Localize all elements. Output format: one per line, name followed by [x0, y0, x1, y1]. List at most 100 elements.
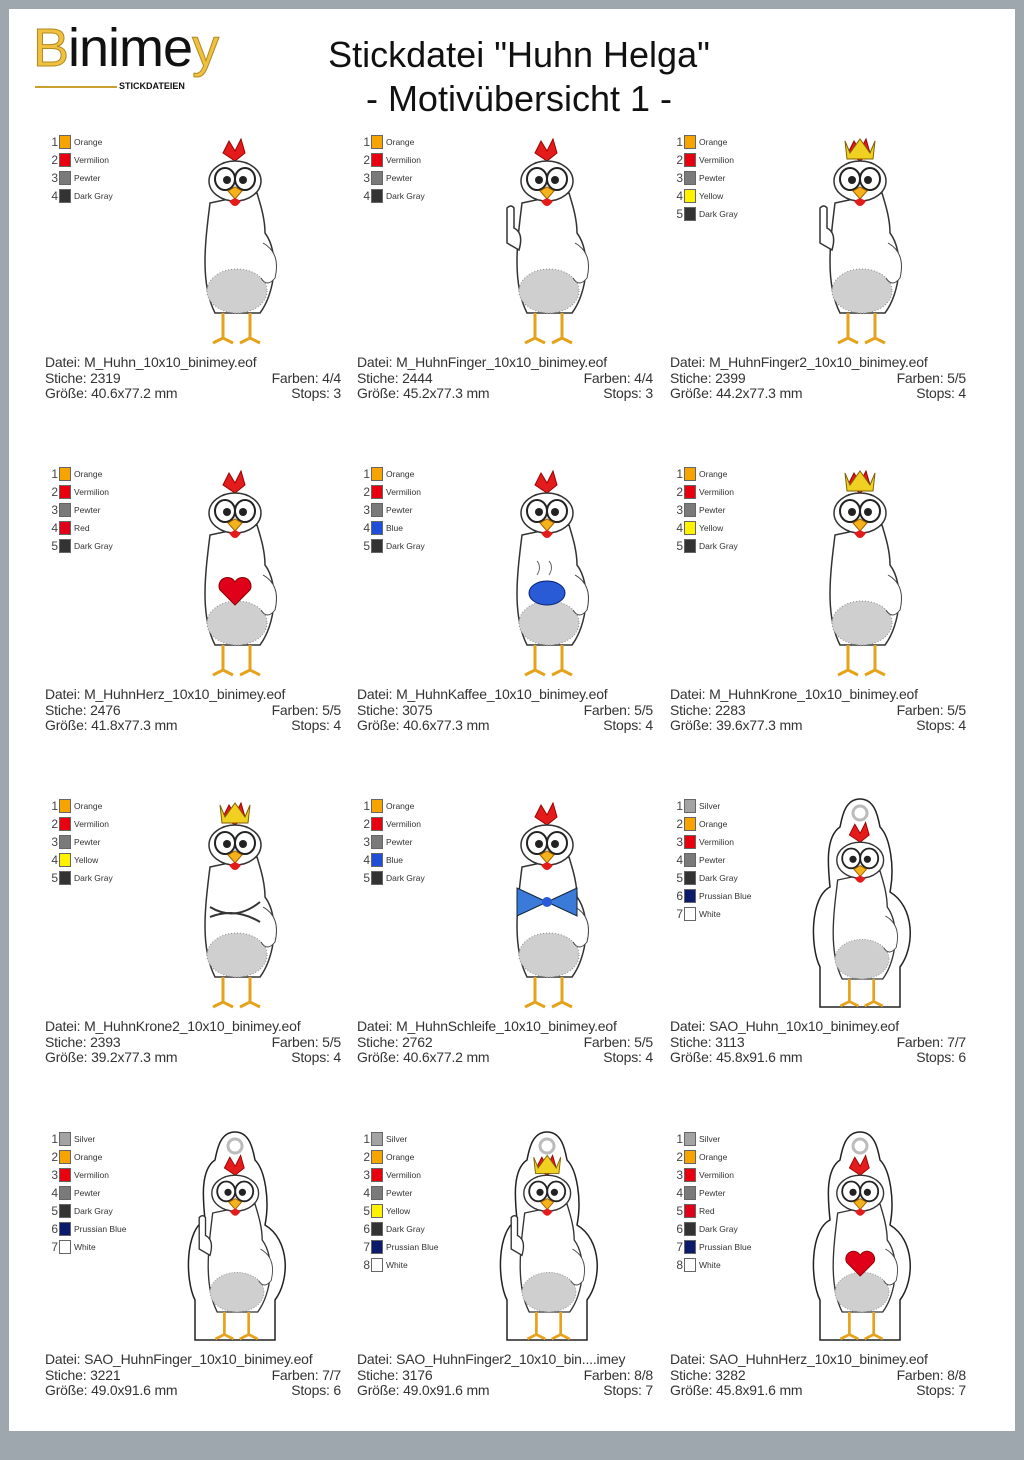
thread-color-legend: 1 Silver 2 Orange 3 Vermilion 4 Pewter 5 Yellow 6 D… — [361, 1130, 438, 1274]
thread-number: 4 — [676, 853, 683, 867]
thread-color-name: Vermilion — [386, 819, 421, 829]
file-name: M_HuhnHerz_10x10_binimey.eof — [84, 686, 286, 702]
design-info: Datei: M_HuhnKrone_10x10_binimey.eof Sti… — [670, 686, 966, 734]
thread-color-legend: 1 Silver 2 Orange 3 Vermilion 4 Pewter 5 Red 6 Dark… — [674, 1130, 751, 1274]
color-swatch — [371, 817, 383, 831]
thread-number: 4 — [676, 521, 683, 535]
thread-number: 2 — [363, 1150, 370, 1164]
colors-label: Farben: — [583, 369, 635, 386]
thread-color-legend: 1 Orange 2 Vermilion 3 Pewter 4 Red 5 Dark Gray — [49, 465, 113, 555]
thread-color-item: 4 Blue — [361, 519, 425, 537]
thread-color-name: Orange — [386, 1152, 415, 1162]
thread-color-item: 4 Blue — [361, 851, 425, 869]
thread-color-legend: 1 Orange 2 Vermilion 3 Pewter 4 Yellow 5 Dark Gra… — [49, 797, 113, 887]
size-label: Größe: — [45, 1049, 92, 1065]
stops-label: Stops: — [291, 385, 334, 401]
thread-color-item: 3 Pewter — [674, 169, 738, 187]
thread-color-item: 3 Vermilion — [674, 1166, 751, 1184]
thread-number: 5 — [676, 871, 683, 885]
thread-color-name: Pewter — [699, 1188, 726, 1198]
thread-number: 5 — [676, 539, 683, 553]
thread-color-name: Silver — [699, 1134, 721, 1144]
colors-value: 5/5 — [947, 369, 966, 386]
color-swatch — [371, 171, 383, 185]
thread-color-item: 4 Yellow — [674, 519, 738, 537]
chicken-embroidery-image — [790, 465, 930, 680]
chicken-embroidery-image — [477, 1130, 617, 1345]
thread-color-item: 5 Dark Gray — [674, 869, 751, 887]
color-swatch — [684, 485, 696, 499]
color-swatch — [684, 1240, 696, 1254]
file-name: SAO_HuhnFinger2_10x10_bin....imey — [396, 1351, 626, 1367]
thread-color-item: 2 Vermilion — [674, 151, 738, 169]
stitches-label: Stiche: — [670, 701, 716, 718]
thread-number: 6 — [676, 1222, 683, 1236]
color-swatch — [684, 1258, 696, 1272]
thread-color-name: Vermilion — [74, 155, 109, 165]
thread-number: 4 — [676, 1186, 683, 1200]
color-swatch — [371, 1222, 383, 1236]
thread-color-item: 5 Dark Gray — [361, 869, 425, 887]
thread-color-item: 3 Pewter — [361, 169, 425, 187]
color-swatch — [59, 1204, 71, 1218]
thread-color-name: Dark Gray — [699, 1224, 738, 1234]
stitches-label: Stiche: — [357, 369, 403, 386]
thread-color-name: Dark Gray — [699, 209, 738, 219]
thread-color-name: Yellow — [386, 1206, 411, 1216]
color-swatch — [371, 835, 383, 849]
color-swatch — [59, 467, 71, 481]
stops-value: 4 — [645, 1049, 653, 1065]
thread-number: 4 — [363, 1186, 370, 1200]
thread-number: 3 — [51, 835, 58, 849]
colors-label: Farben: — [271, 369, 323, 386]
stops-label: Stops: — [603, 1049, 646, 1065]
size-value: 45.2x77.3 mm — [403, 385, 490, 401]
thread-number: 4 — [51, 853, 58, 867]
thread-color-name: Pewter — [699, 173, 726, 183]
thread-color-item: 6 Dark Gray — [674, 1220, 751, 1238]
file-name: SAO_Huhn_10x10_binimey.eof — [709, 1018, 899, 1034]
thread-number: 5 — [676, 1204, 683, 1218]
color-swatch — [684, 835, 696, 849]
thread-color-item: 8 White — [361, 1256, 438, 1274]
chicken-embroidery-image — [477, 465, 617, 680]
size-label: Größe: — [670, 1382, 717, 1398]
size-label: Größe: — [357, 385, 404, 401]
stitches-value: 3282 — [715, 1366, 746, 1383]
stops-label: Stops: — [916, 1049, 959, 1065]
color-swatch — [371, 1186, 383, 1200]
color-swatch — [59, 171, 71, 185]
color-swatch — [59, 153, 71, 167]
stitches-value: 3221 — [90, 1366, 121, 1383]
thread-color-name: Silver — [74, 1134, 96, 1144]
thread-color-legend: 1 Silver 2 Orange 3 Vermilion 4 Pewter 5 Dark Gra… — [49, 1130, 126, 1256]
thread-color-item: 1 Orange — [361, 797, 425, 815]
color-swatch — [371, 1258, 383, 1272]
thread-number: 5 — [51, 539, 58, 553]
size-value: 49.0x91.6 mm — [403, 1382, 490, 1398]
size-value: 49.0x91.6 mm — [91, 1382, 178, 1398]
colors-value: 5/5 — [947, 701, 966, 718]
thread-color-item: 5 Dark Gray — [49, 537, 113, 555]
thread-color-item: 2 Vermilion — [49, 151, 113, 169]
thread-color-item: 2 Vermilion — [361, 151, 425, 169]
stitches-value: 2283 — [715, 701, 746, 718]
thread-color-name: Orange — [699, 469, 728, 479]
logo-subtitle: STICKDATEIEN — [119, 81, 185, 91]
logo-wordmark: Binimey — [32, 18, 219, 78]
file-label: Datei: — [670, 1351, 710, 1367]
thread-number: 2 — [363, 153, 370, 167]
thread-color-name: Orange — [386, 137, 415, 147]
thread-color-item: 3 Vermilion — [674, 833, 751, 851]
stops-value: 3 — [645, 385, 653, 401]
stitches-value: 3075 — [402, 701, 433, 718]
color-swatch — [684, 207, 696, 221]
stops-value: 4 — [958, 385, 966, 401]
chicken-embroidery-image — [790, 133, 930, 348]
thread-color-name: Prussian Blue — [699, 891, 752, 901]
color-swatch — [59, 485, 71, 499]
stitches-value: 2319 — [90, 369, 121, 386]
stops-value: 6 — [958, 1049, 966, 1065]
colors-label: Farben: — [896, 369, 948, 386]
design-info: Datei: M_Huhn_10x10_binimey.eof Stiche: … — [45, 354, 341, 402]
